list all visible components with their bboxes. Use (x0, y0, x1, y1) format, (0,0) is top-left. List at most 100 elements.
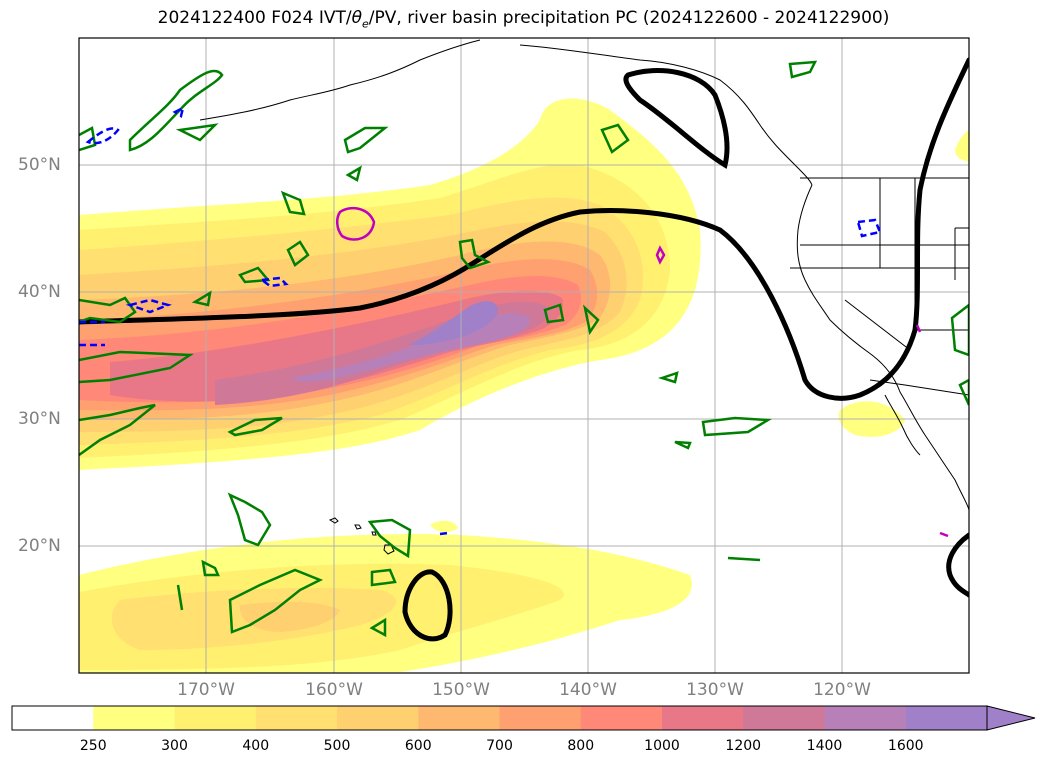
pv-contour (727, 556, 761, 562)
lat-label-30: 30°N (18, 409, 61, 429)
pv-negative-contours (79, 105, 882, 536)
pv-positive-contours (79, 60, 969, 638)
colorbar-segment (905, 706, 988, 730)
ivt-band-1000 (110, 290, 564, 402)
pv-contour (79, 350, 194, 384)
colorbar-segment (337, 706, 419, 730)
pv-contour (286, 240, 310, 267)
theta-e-south-loop (402, 569, 453, 642)
colorbar-tick-label: 1600 (887, 738, 924, 754)
lon-label-120w: 120°W (813, 680, 871, 700)
pv-neg-contour (79, 320, 105, 347)
pv-neg-contour (439, 531, 449, 536)
colorbar-segment (824, 706, 907, 730)
colorbar-tick-label: 300 (161, 738, 188, 754)
colorbar-tick-label: 250 (79, 738, 107, 754)
map-area (79, 38, 969, 673)
colorbar-segment (580, 706, 663, 730)
colorbar-segment (499, 706, 582, 730)
colorbar-tick-label: 1400 (806, 738, 843, 754)
pv-contour (458, 238, 492, 270)
colorbar-segment (174, 706, 257, 730)
hawaii-islands (328, 517, 395, 555)
pv-contour (228, 568, 324, 634)
colorbar-segments (12, 706, 988, 730)
pv-contour (582, 304, 600, 336)
pv-contour (79, 403, 156, 457)
ivt-southern-band (79, 130, 969, 673)
colorbar-segment (255, 706, 338, 730)
pv-contour (674, 440, 692, 450)
colorbar-tick-label: 800 (567, 738, 595, 754)
pv-contour (543, 303, 565, 324)
lon-label-160w: 160°W (305, 680, 363, 700)
alaska-coast (199, 39, 813, 186)
colorbar-tick-label: 1000 (644, 738, 680, 754)
precip-contour (336, 206, 376, 241)
lon-label-140w: 140°W (559, 680, 617, 700)
colorbar-segment (12, 706, 94, 730)
pv-contour (788, 60, 818, 79)
pv-contour (175, 123, 219, 142)
pv-contour (369, 617, 387, 638)
title-prefix: 2024122400 F024 IVT/ (157, 8, 352, 28)
theta-e-southeast-contour (946, 532, 969, 598)
pv-contour (343, 126, 389, 154)
precip-contour (915, 324, 922, 333)
ivt-patch-small (430, 520, 458, 533)
theta-e-main-contour (79, 57, 969, 401)
colorbar-segment (743, 706, 825, 730)
lat-label-50: 50°N (18, 155, 61, 175)
pv-contour (191, 290, 212, 307)
map-frame (78, 37, 970, 674)
ivt-band-1600 (408, 301, 498, 346)
pv-contour (79, 126, 97, 152)
lon-label-130w: 130°W (686, 680, 744, 700)
colorbar-tick-label: 700 (486, 738, 513, 754)
ivt-patch-northeast (955, 130, 969, 162)
graticule (79, 38, 969, 673)
pv-contour (958, 378, 969, 406)
colorbar-tick-label: 500 (323, 738, 351, 754)
colorbar-segment (418, 706, 500, 730)
lon-label-150w: 150°W (432, 680, 490, 700)
pv-contour (201, 559, 220, 577)
precip-contour (655, 245, 666, 265)
theta-e-alaska-loop (623, 68, 730, 169)
pv-neg-contour (85, 127, 120, 145)
pv-contour (128, 69, 224, 152)
colorbar-extend-triangle (986, 705, 1036, 731)
pv-contour (950, 303, 969, 357)
pv-neg-contour (258, 276, 289, 288)
pv-neg-contour (172, 105, 185, 119)
pv-contour (657, 371, 679, 384)
colorbar-tick-label: 600 (404, 738, 432, 754)
pv-neg-contour (125, 298, 172, 314)
pv-contour (701, 416, 773, 437)
precip-contour (939, 531, 949, 538)
ivt-south-500 (239, 601, 340, 632)
lat-label-20: 20°N (18, 536, 61, 556)
theta-e-contours (79, 57, 969, 642)
baja-peninsula (884, 394, 921, 456)
title-suffix: /PV, river basin precipitation PC (20241… (368, 8, 890, 28)
precip-contours (336, 206, 949, 538)
pv-neg-contour (856, 218, 882, 238)
ivt-atmospheric-river (79, 98, 701, 470)
colorbar-segment (93, 706, 175, 730)
pv-contour (370, 568, 397, 587)
colorbar-frame (11, 705, 988, 731)
pv-contour (280, 190, 306, 216)
figure-title: 2024122400 F024 IVT/θe/PV, river basin p… (0, 8, 1047, 30)
title-theta-subscript: e (362, 17, 369, 31)
pv-contour (600, 123, 630, 154)
pv-contour (79, 296, 137, 324)
pv-contour (345, 165, 362, 182)
pv-contour (176, 584, 184, 611)
colorbar-tick-label: 400 (242, 738, 270, 754)
lat-label-40: 40°N (18, 282, 61, 302)
pv-contour (227, 492, 272, 547)
colorbar-tick-label: 1200 (725, 738, 762, 754)
title-theta: θ (351, 8, 362, 28)
